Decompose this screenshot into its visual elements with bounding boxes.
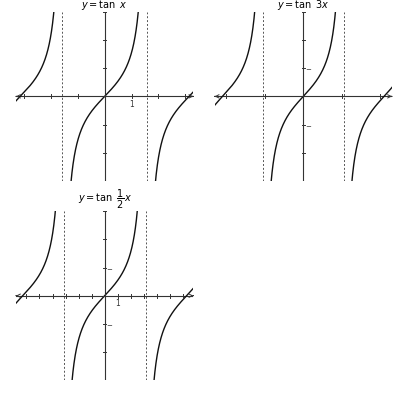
Text: $-$: $-$ <box>106 321 113 327</box>
Text: 1: 1 <box>129 100 134 109</box>
Text: $-$: $-$ <box>305 122 312 128</box>
Text: $-$: $-$ <box>305 65 312 71</box>
Text: $-$: $-$ <box>106 265 113 270</box>
Text: 1: 1 <box>115 299 120 308</box>
Title: $y = \tan\ \dfrac{1}{2}x$: $y = \tan\ \dfrac{1}{2}x$ <box>78 188 132 211</box>
Title: $y = \tan\ x$: $y = \tan\ x$ <box>81 0 128 12</box>
Title: $y = \tan\ 3x$: $y = \tan\ 3x$ <box>277 0 330 12</box>
